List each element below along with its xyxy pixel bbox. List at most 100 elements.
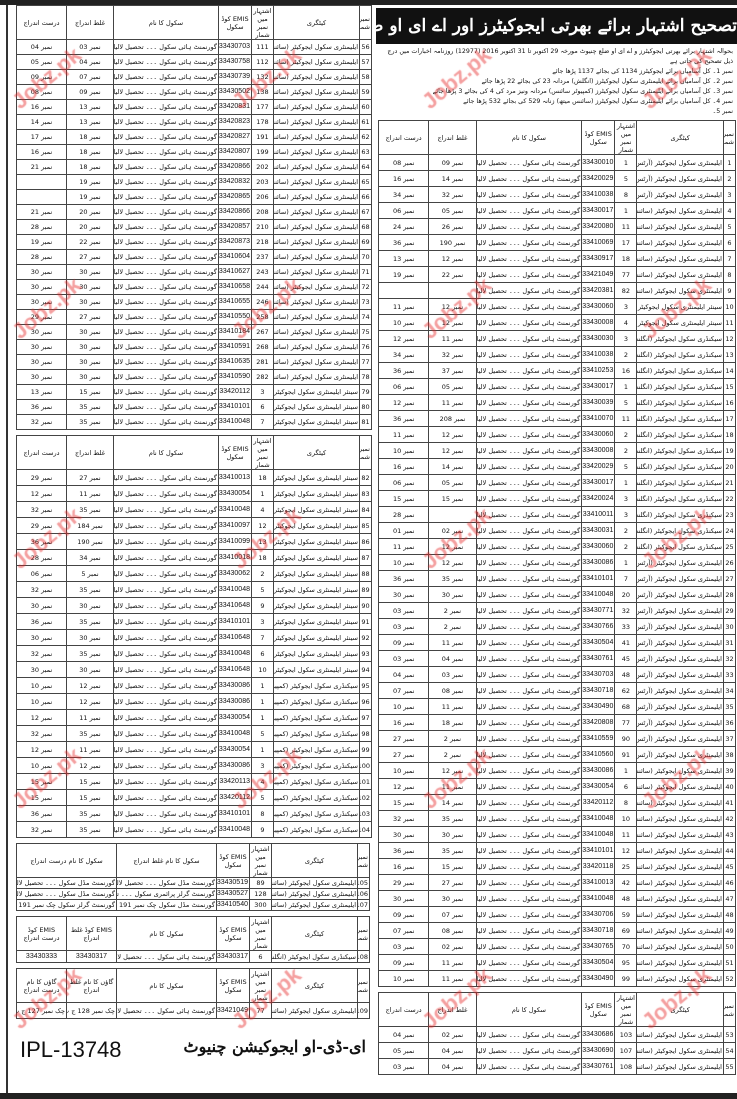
column-header: سکول کا نام <box>116 968 217 1003</box>
category: ایلیمنٹری سکول ایجوکیٹر (آرٹس) زنانہ <box>636 650 724 667</box>
emis-code: 33430766 <box>581 618 616 635</box>
serial-number: 85 <box>359 517 372 534</box>
school-name: گورنمنٹ گرلز سکول چک نمبر 191 ج ب <box>16 899 117 911</box>
wrong-entry: نمبر 02 <box>428 1026 477 1043</box>
school-name: گورنمنٹ ہائی سکول ۔۔۔ تحصیل لالیاں <box>475 730 583 747</box>
category: سیکنڈری سکول ایجوکیٹر (کمپیوٹر سائنس) زن… <box>273 677 360 694</box>
category: سیکنڈری سکول ایجوکیٹر (انگلش) مردانہ <box>636 538 724 555</box>
column-header: غلط اندراج <box>428 120 477 155</box>
emis-code: 33420823 <box>218 114 252 130</box>
emis-code: 33410048 <box>581 586 616 603</box>
emis-code: 33430706 <box>581 906 616 923</box>
category: سینئر ایلیمنٹری سکول ایجوکیٹر (سائنس) زن… <box>273 533 360 550</box>
category: سیکنڈری سکول ایجوکیٹر (کمپیوٹر سائنس) زن… <box>273 725 360 742</box>
school-name: گورنمنٹ ہائی سکول ۔۔۔ تحصیل لالیاں <box>113 174 219 190</box>
correct-entry: نمبر 13 <box>377 250 430 267</box>
category: ایلیمنٹری سکول ایجوکیٹر (آرٹس) زنانہ <box>636 666 724 683</box>
page-title: تصحیح اشتہار برائے بھرتی ایجوکیٹرز اور ا… <box>376 8 737 44</box>
serial-number: 66 <box>359 189 372 205</box>
advert-number: 59 <box>614 906 638 923</box>
emis-code: 33430490 <box>581 698 616 715</box>
correction-table-2: نمبر شمارکیٹگریاشتہار میں نمبر شمارEMIS … <box>16 5 372 430</box>
school-name: گورنمنٹ مڈل سکول ۔۔۔ تحصیل لالیاں <box>116 877 217 889</box>
advert-number: 128 <box>249 888 272 900</box>
table-header: نمبر شمارکیٹگریاشتہار میں نمبر شمارEMIS … <box>377 120 737 155</box>
school-name: گورنمنٹ ہائی سکول ۔۔۔ تحصیل لالیاں <box>475 234 583 251</box>
correct-entry: نمبر 30 <box>16 264 67 280</box>
category: سینئر ایلیمنٹری سکول ایجوکیٹر (سائنس) زن… <box>273 661 360 678</box>
serial-number: 1 <box>722 154 737 171</box>
correct-entry: نمبر 32 <box>16 414 67 430</box>
correct-entry: نمبر 29 <box>16 469 67 486</box>
serial-number: 29 <box>722 602 737 619</box>
school-name: گورنمنٹ ہائی سکول ۔۔۔ تحصیل لالیاں <box>113 234 219 250</box>
serial-number: 57 <box>359 54 372 70</box>
emis-code: 33430686 <box>581 1026 616 1043</box>
emis-code: 33430008 <box>581 442 616 459</box>
category: ایلیمنٹری سکول ایجوکیٹر (سائنس میتھ) زنا… <box>636 762 724 779</box>
serial-number: 37 <box>722 730 737 747</box>
serial-number: 68 <box>359 219 372 235</box>
wrong-entry: نمبر 2 <box>428 602 477 619</box>
school-name: گورنمنٹ ہائی سکول ۔۔۔ تحصیل لالیاں <box>475 858 583 875</box>
serial-number: 97 <box>359 709 372 726</box>
category: سیکنڈری سکول ایجوکیٹر (انگلش) مردانہ <box>636 362 724 379</box>
column-header: کیٹگری <box>271 843 358 878</box>
wrong-entry: نمبر 15 <box>66 789 114 806</box>
wrong-entry: نمبر 184 <box>66 517 114 534</box>
advert-number: 1 <box>614 474 638 491</box>
serial-number: 63 <box>359 144 372 160</box>
advert-number: 1 <box>614 762 638 779</box>
wrong-entry: نمبر 30 <box>66 324 114 340</box>
category: سینئر ایلیمنٹری سکول ایجوکیٹر (سائنس) زن… <box>273 581 360 598</box>
advert-number: 3 <box>614 298 638 315</box>
school-name: گورنمنٹ ہائی سکول ۔۔۔ تحصیل لالیاں <box>113 533 219 550</box>
serial-number: 21 <box>722 474 737 491</box>
emis-code: 33430054 <box>218 709 252 726</box>
emis-code: 33430718 <box>581 922 616 939</box>
advert-number: 111 <box>251 39 274 55</box>
wrong-entry: نمبر 11 <box>428 634 477 651</box>
emis-code: 33410011 <box>581 506 616 523</box>
category: سیکنڈری سکول ایجوکیٹر (انگلش) مردانہ <box>271 950 358 963</box>
emis-code: 33420873 <box>218 234 252 250</box>
correct-entry: نمبر 32 <box>16 645 67 662</box>
school-name: گورنمنٹ ہائی سکول ۔۔۔ تحصیل لالیاں <box>116 950 217 963</box>
correct-entry: نمبر 32 <box>16 581 67 598</box>
column-header: غلط اندراج <box>428 992 477 1027</box>
school-name: گورنمنٹ ہائی سکول ۔۔۔ تحصیل لالیاں <box>475 250 583 267</box>
wrong-entry: نمبر 11 <box>66 741 114 758</box>
advert-number: 33 <box>614 618 638 635</box>
category: ایلیمنٹری سکول ایجوکیٹر (سائنس میتھ) مرد… <box>636 218 724 235</box>
serial-number: 92 <box>359 629 372 646</box>
correct-entry: نمبر 36 <box>16 533 67 550</box>
advert-number: 13 <box>251 533 274 550</box>
serial-number: 60 <box>359 99 372 115</box>
advert-number: 17 <box>614 234 638 251</box>
emis-code: 33420807 <box>218 144 252 160</box>
school-name: گورنمنٹ ہائی سکول ۔۔۔ تحصیل لالیاں <box>475 778 583 795</box>
wrong-entry: نمبر 14 <box>428 794 477 811</box>
serial-number: 61 <box>359 114 372 130</box>
wrong-entry: نمبر 2 <box>428 730 477 747</box>
advert-number: 218 <box>251 234 274 250</box>
correct-entry: نمبر 30 <box>377 826 430 843</box>
serial-number: 89 <box>359 581 372 598</box>
wrong-entry: نمبر 35 <box>66 581 114 598</box>
school-name: گورنمنٹ مڈل سکول ۔۔۔ تحصیل لالیاں <box>16 888 117 900</box>
emis-code: 33410099 <box>218 533 252 550</box>
school-name: گورنمنٹ ہائی سکول ۔۔۔ تحصیل لالیاں <box>475 426 583 443</box>
wrong-entry: نمبر 12 <box>428 442 477 459</box>
emis-code: 33410038 <box>581 186 616 203</box>
column-header: درست اندراج <box>377 120 430 155</box>
school-name: گورنمنٹ ہائی سکول ۔۔۔ تحصیل لالیاں <box>113 84 219 100</box>
wrong-entry: نمبر 190 <box>66 533 114 550</box>
